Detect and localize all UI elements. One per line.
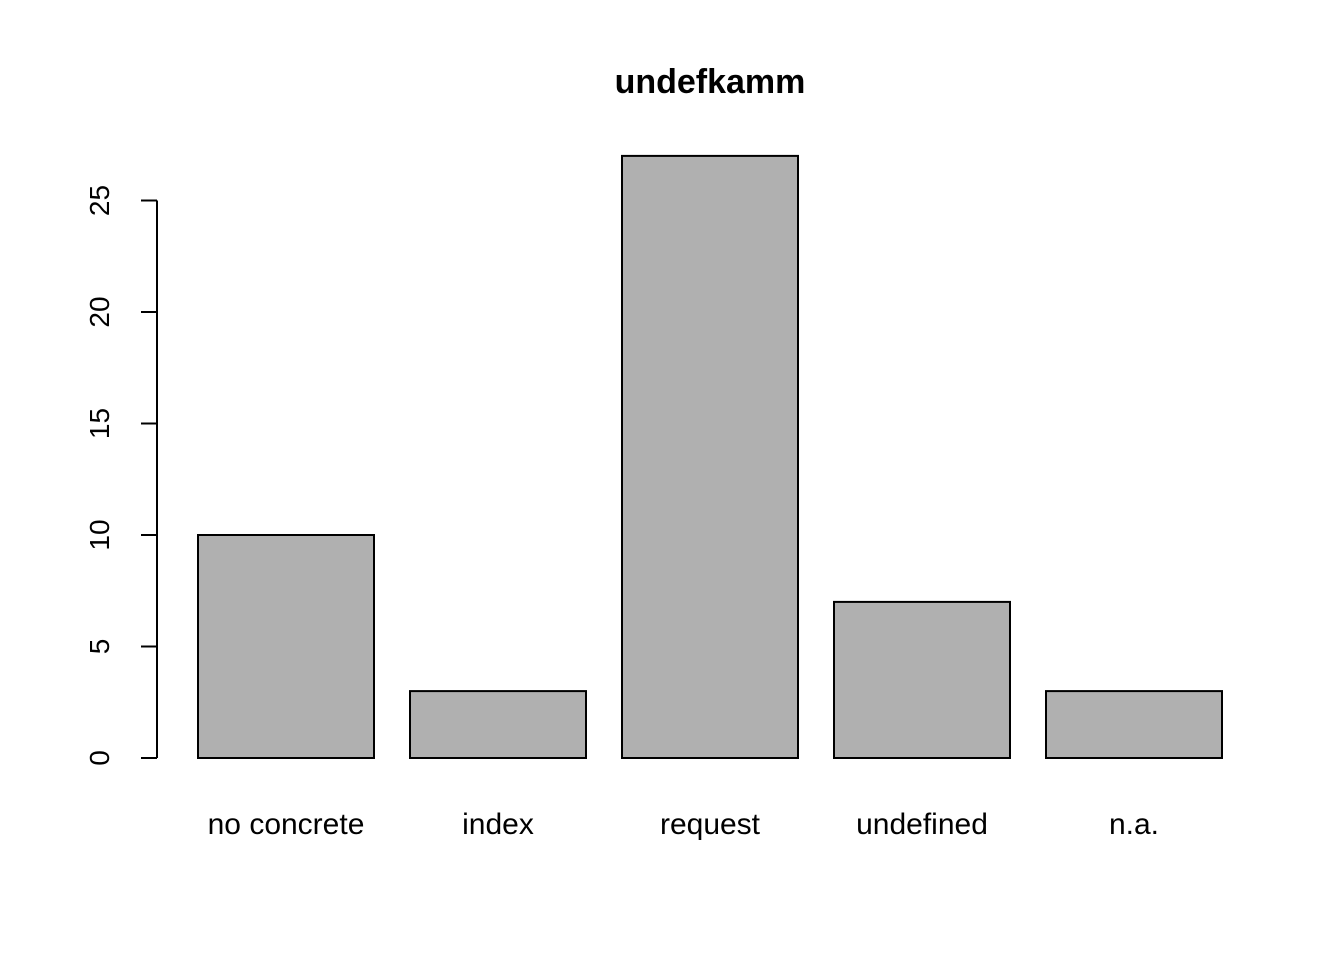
- y-tick-label: 0: [84, 750, 115, 766]
- y-tick-label: 10: [84, 519, 115, 550]
- y-axis: 0 5 10 15 20 25: [84, 185, 158, 766]
- bar: [833, 600, 1011, 760]
- y-tick-label: 15: [84, 408, 115, 439]
- bar: [409, 690, 587, 759]
- x-tick-label: index: [462, 808, 534, 841]
- bar: [197, 534, 375, 759]
- y-tick-label: 5: [84, 639, 115, 655]
- x-tick-label: n.a.: [1109, 808, 1159, 841]
- x-tick-label: undefined: [856, 808, 988, 841]
- x-tick-label: request: [660, 808, 761, 841]
- x-tick-label: no concrete: [208, 808, 365, 841]
- bars: [197, 154, 1223, 760]
- y-tick-label: 20: [84, 296, 115, 327]
- chart-title: undefkamm: [615, 63, 806, 101]
- x-axis-labels: no concrete index request undefined n.a.: [208, 808, 1159, 841]
- bar: [1045, 690, 1223, 759]
- bar: [621, 154, 799, 759]
- y-tick-label: 25: [84, 185, 115, 216]
